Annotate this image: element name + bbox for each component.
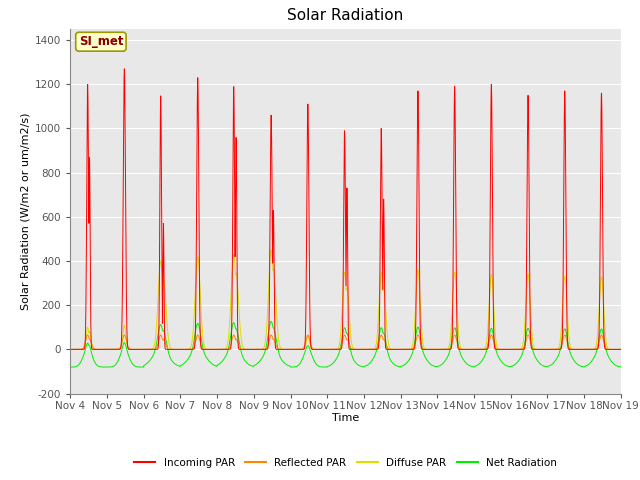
- Diffuse PAR: [439, 347, 447, 352]
- Diffuse PAR: [616, 347, 624, 352]
- Reflected PAR: [84, 332, 92, 338]
- Line: Reflected PAR: Reflected PAR: [70, 335, 621, 349]
- Incoming PAR: [120, 66, 128, 72]
- Incoming PAR: [177, 347, 184, 352]
- Reflected PAR: [617, 347, 625, 352]
- Reflected PAR: [439, 347, 447, 352]
- Incoming PAR: [617, 347, 625, 352]
- Net Radiation: [103, 364, 111, 370]
- Net Radiation: [617, 364, 625, 370]
- Diffuse PAR: [67, 347, 74, 352]
- Reflected PAR: [166, 347, 173, 352]
- Reflected PAR: [616, 347, 624, 352]
- Incoming PAR: [67, 347, 74, 352]
- Line: Incoming PAR: Incoming PAR: [70, 69, 621, 349]
- Diffuse PAR: [268, 247, 275, 253]
- X-axis label: Time: Time: [332, 413, 359, 423]
- Incoming PAR: [616, 347, 624, 352]
- Incoming PAR: [439, 347, 447, 352]
- Line: Net Radiation: Net Radiation: [70, 322, 621, 367]
- Reflected PAR: [500, 347, 508, 352]
- Net Radiation: [325, 363, 333, 369]
- Net Radiation: [268, 319, 275, 324]
- Reflected PAR: [67, 347, 74, 352]
- Diffuse PAR: [469, 347, 477, 352]
- Diffuse PAR: [323, 347, 331, 352]
- Incoming PAR: [325, 347, 333, 352]
- Reflected PAR: [325, 347, 333, 352]
- Net Radiation: [166, 353, 173, 359]
- Y-axis label: Solar Radiation (W/m2 or um/m2/s): Solar Radiation (W/m2 or um/m2/s): [21, 112, 31, 310]
- Diffuse PAR: [325, 347, 333, 352]
- Diffuse PAR: [617, 347, 625, 352]
- Reflected PAR: [469, 347, 477, 352]
- Incoming PAR: [166, 347, 173, 352]
- Reflected PAR: [140, 347, 147, 352]
- Legend: Incoming PAR, Reflected PAR, Diffuse PAR, Net Radiation: Incoming PAR, Reflected PAR, Diffuse PAR…: [131, 454, 561, 472]
- Title: Solar Radiation: Solar Radiation: [287, 9, 404, 24]
- Line: Diffuse PAR: Diffuse PAR: [70, 250, 621, 349]
- Diffuse PAR: [500, 347, 508, 352]
- Net Radiation: [439, 361, 447, 367]
- Net Radiation: [616, 364, 624, 370]
- Incoming PAR: [469, 347, 477, 352]
- Incoming PAR: [500, 347, 508, 352]
- Net Radiation: [469, 364, 477, 370]
- Net Radiation: [500, 361, 508, 367]
- Net Radiation: [67, 364, 74, 370]
- Diffuse PAR: [166, 341, 173, 347]
- Text: SI_met: SI_met: [79, 35, 123, 48]
